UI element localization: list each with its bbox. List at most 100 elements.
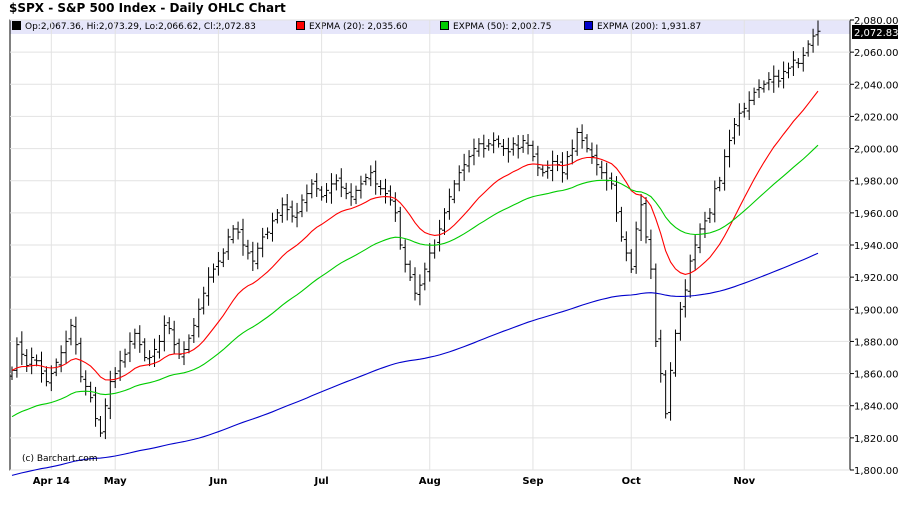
- ohlc-bar: [63, 330, 69, 364]
- ohlc-bar: [299, 194, 305, 218]
- ohlc-bar: [520, 134, 526, 153]
- ohlc-bar: [333, 174, 339, 191]
- ohlc-bar: [34, 354, 40, 367]
- ohlc-bar: [648, 229, 654, 280]
- ohlc-bar: [687, 254, 693, 298]
- ohlc-bar: [476, 138, 482, 157]
- ohlc-bar: [309, 179, 315, 199]
- ohlc-bar: [810, 28, 816, 53]
- source-credit: (c) Barchart.com: [22, 454, 98, 464]
- ohlc-bar: [653, 263, 659, 348]
- ohlc-bar: [594, 144, 600, 176]
- ohlc-bar: [795, 58, 801, 69]
- ohlc-bar: [274, 209, 280, 224]
- ohlc-bar: [206, 267, 212, 306]
- ohlc-bar: [294, 202, 300, 228]
- ohlc-bar: [397, 206, 403, 250]
- ohlc-bar: [717, 176, 723, 192]
- ohlc-bar: [363, 173, 369, 186]
- ohlc-bar: [147, 350, 153, 367]
- ohlc-bar: [756, 79, 762, 98]
- ohlc-bar: [338, 168, 344, 198]
- ohlc-bar: [211, 263, 216, 283]
- ohlc-bar: [663, 370, 669, 419]
- ohlc-bar: [781, 61, 787, 89]
- ohlc-bar: [73, 316, 79, 355]
- ohlc-bar: [250, 241, 256, 272]
- ohlc-bar: [658, 329, 664, 383]
- ohlc-bar: [289, 200, 295, 223]
- ohlc-bar: [628, 249, 634, 273]
- ohlc-bar: [402, 239, 408, 273]
- ohlc-bar: [196, 298, 202, 338]
- ohlc-bar: [412, 267, 418, 301]
- ohlc-bar: [496, 135, 502, 148]
- legend-label-ema50: EXPMA (50): 2,002.75: [453, 22, 552, 32]
- ohlc-bar: [107, 370, 113, 420]
- ohlc-bar: [771, 65, 777, 93]
- y-tick-label: 1,940.00: [854, 241, 899, 252]
- ohlc-bar: [24, 349, 30, 372]
- ohlc-bar: [186, 334, 192, 354]
- ohlc-bar: [166, 317, 172, 335]
- y-tick-label: 2,080.00: [854, 16, 899, 27]
- ohlc-bar: [451, 180, 457, 204]
- legend-item-ema50: EXPMA (50): 2,002.75: [440, 21, 552, 33]
- ohlc-bar: [43, 366, 49, 387]
- legend-label-ohlc: Op:2,067.36, Hi:2,073.29, Lo:2,066.62, C…: [25, 22, 256, 32]
- last-price-box: [852, 25, 898, 39]
- chart-title: $SPX - S&P 500 Index - Daily OHLC Chart: [9, 1, 286, 15]
- legend-swatch-ema20: [296, 21, 305, 30]
- ohlc-bar: [515, 135, 521, 159]
- ohlc-bar: [815, 20, 821, 46]
- ohlc-bar: [712, 180, 718, 223]
- ohlc-bar: [225, 228, 231, 260]
- legend-swatch-ohlc: [12, 21, 21, 30]
- y-tick-label: 1,800.00: [854, 466, 899, 477]
- x-month-label: Oct: [622, 476, 641, 487]
- ohlc-bar: [255, 242, 261, 270]
- y-axis: 1,800.00 1,820.00 1,840.00 1,860.00 1,880.00…: [850, 16, 899, 477]
- ohlc-bar: [422, 262, 428, 291]
- legend-label-ema200: EXPMA (200): 1,931.87: [597, 22, 702, 32]
- ohlc-bar: [805, 40, 811, 57]
- ohlc-bar: [58, 345, 64, 373]
- ohlc-bar: [19, 331, 25, 366]
- ohlc-bar: [727, 129, 733, 168]
- y-tick-label: 2,060.00: [854, 48, 899, 59]
- x-month-label: Apr 14: [33, 476, 70, 487]
- ohlc-bar: [559, 152, 565, 183]
- ohlc-bar: [14, 337, 20, 378]
- x-month-label: Nov: [733, 476, 755, 487]
- ohlc-bar: [132, 328, 138, 349]
- ohlc-bar: [152, 338, 158, 368]
- ohlc-bar: [614, 176, 619, 222]
- ohlc-bar: [48, 365, 54, 392]
- ohlc-bar: [790, 51, 796, 76]
- ohlc-bar: [368, 165, 374, 187]
- ohlc-bar: [378, 180, 384, 196]
- ohlc-bar: [569, 139, 575, 165]
- ema200-line: [11, 252, 819, 476]
- ohlc-bar: [486, 139, 492, 151]
- ohlc-bar: [432, 239, 438, 259]
- last-price-label: 2,072.83: [854, 28, 899, 39]
- ohlc-bar: [269, 212, 275, 242]
- ohlc-bar: [638, 194, 644, 242]
- ohlc-bar: [741, 102, 747, 118]
- ohlc-bar: [220, 248, 226, 268]
- ohlc-bar: [677, 301, 683, 341]
- ohlc-bar: [122, 348, 128, 368]
- ohlc-bar: [265, 227, 271, 240]
- ohlc-bar: [510, 137, 516, 156]
- ohlc-bar: [392, 192, 398, 222]
- y-tick-label: 1,900.00: [854, 305, 899, 316]
- ohlc-bar: [766, 72, 772, 91]
- ohlc-bar: [127, 332, 133, 363]
- ohlc-bar: [383, 178, 389, 204]
- ohlc-bar: [240, 218, 246, 256]
- ema50-line: [11, 144, 819, 418]
- ohlc-bar: [604, 162, 610, 191]
- ohlc-bar: [466, 150, 472, 173]
